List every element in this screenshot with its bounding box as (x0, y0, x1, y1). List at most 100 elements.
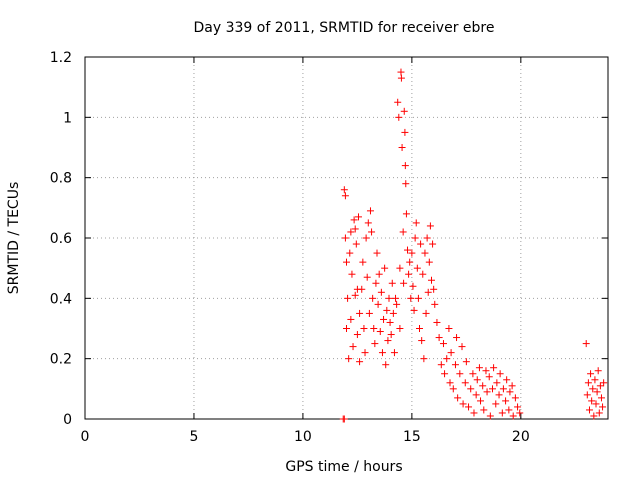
data-point (590, 412, 598, 420)
data-point (400, 107, 408, 115)
data-point (380, 315, 388, 323)
data-point (347, 228, 355, 236)
y-tick-label: 1 (63, 110, 72, 126)
data-point (419, 270, 427, 278)
data-point (370, 325, 378, 332)
data-point (352, 240, 360, 248)
data-point (592, 400, 600, 408)
chart-title: Day 339 of 2011, SRMTID for receiver ebr… (194, 20, 495, 36)
data-point (437, 361, 445, 369)
data-point (387, 331, 395, 339)
data-point (591, 376, 599, 384)
data-point (453, 334, 461, 342)
data-point (402, 180, 410, 188)
y-tick-label: 0.6 (50, 231, 72, 247)
data-point (369, 294, 377, 302)
data-point (424, 288, 432, 296)
x-tick-label: 0 (81, 429, 90, 445)
data-point (486, 412, 494, 420)
data-point (426, 222, 434, 230)
data-point (492, 400, 500, 408)
data-point (516, 409, 524, 417)
data-point (414, 294, 422, 302)
data-point (443, 355, 451, 363)
data-point (493, 379, 501, 387)
data-point (365, 309, 373, 317)
data-point (363, 273, 371, 281)
data-point (340, 415, 348, 423)
data-point (376, 328, 384, 336)
data-point (511, 394, 519, 402)
data-point (490, 364, 498, 372)
data-point (502, 397, 510, 405)
data-point (429, 240, 437, 248)
data-point (425, 258, 433, 266)
data-point (423, 234, 431, 242)
data-point (454, 394, 462, 402)
data-point (479, 382, 487, 390)
data-point (346, 249, 354, 257)
data-point (416, 325, 424, 332)
data-point (467, 385, 475, 393)
data-point (470, 409, 478, 417)
data-point (489, 385, 497, 393)
data-point (385, 294, 393, 302)
x-tick-label: 10 (294, 429, 312, 445)
data-point (496, 370, 504, 378)
data-point (347, 315, 355, 323)
data-point (395, 113, 403, 121)
data-point (408, 249, 416, 257)
data-point (349, 343, 357, 351)
data-point (583, 391, 591, 399)
data-point (480, 406, 488, 414)
data-point (469, 370, 477, 378)
data-point (475, 364, 483, 372)
data-point (465, 403, 473, 411)
data-point (397, 74, 405, 82)
data-point (373, 249, 381, 257)
data-point (401, 128, 409, 136)
data-point (362, 234, 370, 242)
data-point (341, 234, 349, 242)
data-point (595, 409, 603, 417)
data-point (514, 403, 522, 411)
data-point (356, 309, 364, 317)
data-point (451, 361, 459, 369)
data-point (345, 355, 353, 363)
data-point (462, 358, 470, 366)
x-axis-label: GPS time / hours (285, 459, 402, 475)
data-point (384, 337, 392, 345)
data-point (594, 367, 602, 375)
data-point (422, 309, 430, 317)
data-point (472, 391, 480, 399)
data-point (482, 367, 490, 375)
data-point (421, 249, 429, 257)
data-point (371, 340, 379, 348)
data-point (406, 258, 414, 266)
data-point (587, 370, 595, 378)
data-point (377, 288, 385, 296)
data-point (353, 331, 361, 339)
data-point (461, 379, 469, 387)
data-point (495, 391, 503, 399)
data-point (375, 270, 383, 278)
data-point (413, 264, 421, 272)
data-point (351, 225, 359, 233)
data-point (439, 340, 447, 348)
data-point (396, 264, 404, 272)
data-point (389, 309, 397, 317)
data-point (360, 325, 368, 332)
data-point (427, 276, 435, 284)
data-point (458, 343, 466, 351)
data-point (508, 382, 516, 390)
data-point (390, 349, 398, 357)
y-tick-label: 1.2 (50, 50, 72, 66)
data-point (441, 370, 449, 378)
data-point (410, 306, 418, 314)
data-point (394, 98, 402, 106)
data-point (343, 258, 350, 266)
data-point (383, 306, 391, 314)
data-point (483, 388, 491, 396)
data-point (584, 379, 592, 387)
data-point (359, 258, 367, 266)
